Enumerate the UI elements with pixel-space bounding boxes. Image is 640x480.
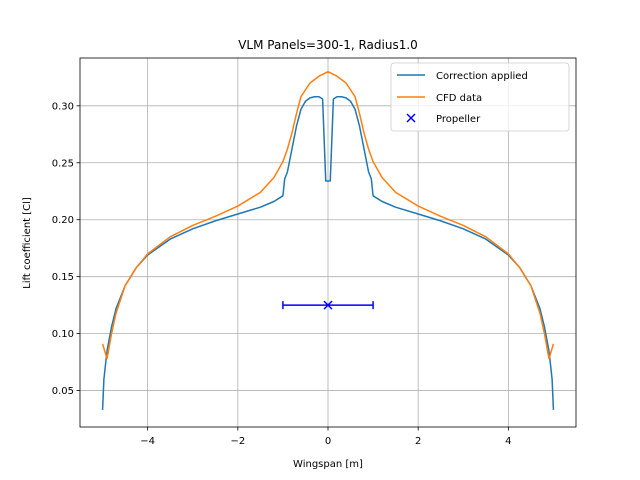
x-axis-label: Wingspan [m] [293,459,363,470]
x-tick-label: −2 [230,436,245,447]
x-tick-label: 2 [415,436,421,447]
y-tick-label: 0.20 [52,215,74,226]
y-tick-label: 0.15 [52,272,74,283]
cfd-data-line [101,70,555,360]
chart-title: VLM Panels=300-1, Radius1.0 [238,38,418,52]
ticks: −4 −2 0 2 4 0.05 0.10 0.15 0.20 0.25 0.30 [52,101,512,447]
plot-series [101,70,555,410]
y-tick-label: 0.05 [52,386,74,397]
x-tick-label: 4 [505,436,511,447]
legend-label-cfd: CFD data [436,93,482,104]
x-tick-label: −4 [140,436,155,447]
legend-box [390,62,570,132]
legend-swatch-propeller [406,113,416,123]
x-tick-label: 0 [325,436,331,447]
y-tick-label: 0.10 [52,329,74,340]
y-tick-label: 0.25 [52,158,74,169]
propeller-marker [323,300,333,310]
legend: Correction applied CFD data Propeller [390,62,570,132]
legend-label-propeller: Propeller [436,114,481,125]
legend-label-correction: Correction applied [436,71,528,82]
y-axis-label: Lift coefficient [Cl] [22,197,33,289]
correction-applied-line [101,95,555,410]
y-tick-label: 0.30 [52,101,74,112]
